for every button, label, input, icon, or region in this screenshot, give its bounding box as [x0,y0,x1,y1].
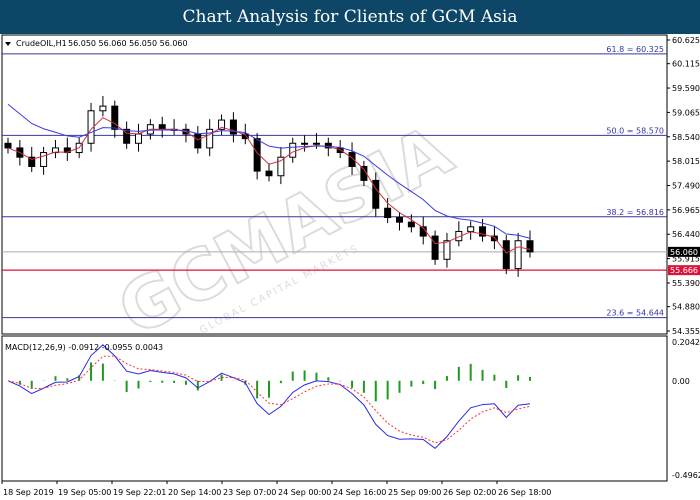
candle-body [312,142,320,145]
current-price-label: 56.060 [670,248,698,257]
candle-body [502,240,510,270]
price-tick-label: 54.355 [672,327,700,336]
candle-body [28,156,36,167]
candle-body [443,240,451,260]
macd-label: MACD(12,26,9) -0.0912 -0.0955 0.0043 [5,343,163,352]
candle-body [407,221,415,228]
main-pane-frame [1,34,668,335]
price-tick-label: 60.115 [672,60,700,69]
time-tick-label: 24 Sep 00:00 [278,488,331,497]
price-tick-label: 58.540 [672,133,700,142]
candle-body [206,128,214,149]
current-price-tag [668,246,700,257]
candle-body [253,138,261,172]
candle-body [111,105,119,130]
candle-body [289,142,297,158]
time-tick-label: 18 Sep 2019 [3,488,54,497]
candle-body [99,105,107,112]
candle-body [277,156,285,177]
moving-average-blue [7,103,531,239]
candle-body [158,124,166,130]
time-tick-label: 19 Sep 22:01 [113,488,166,497]
fibonacci-label: 23.6 = 54.644 [606,309,664,318]
candle-body [218,119,226,130]
price-tick-label: 56.440 [672,230,700,239]
fibonacci-label: 61.8 = 60.325 [606,45,664,54]
time-tick-label: 24 Sep 16:00 [333,488,386,497]
price-tick-label: 56.965 [672,206,700,215]
candle-body [135,133,142,144]
macd-tick-label: 0.00 [672,377,690,386]
fibonacci-label: 38.2 = 56.816 [606,208,664,217]
candle-body [514,240,522,270]
moving-average-red [7,117,531,254]
fibonacci-label: 50.0 = 58.570 [606,126,664,135]
price-tick-label: 55.390 [672,279,700,288]
price-tick-label: 57.490 [672,182,700,191]
ohlc-label: 56.050 56.060 56.050 56.060 [68,39,188,48]
time-tick-label: 20 Sep 14:00 [168,488,221,497]
chart-title: Chart Analysis for Clients of GCM Asia [0,0,700,34]
macd-signal-line [7,355,531,444]
macd-tick-label: 0.2042 [672,338,700,347]
price-tick-label: 58.015 [672,157,700,166]
candle-body [40,152,48,167]
chart-canvas[interactable]: GCMASIA GLOBAL CAPITAL MARKETS 60.62560.… [0,34,700,500]
candle-body [241,133,249,140]
time-tick-label: 23 Sep 07:00 [223,488,276,497]
macd-line [7,344,531,449]
macd-tick-label: -0.4962 [672,471,700,480]
candle-body [372,179,380,209]
candle-body [4,142,12,149]
price-tick-label: 59.065 [672,108,700,117]
candle-body [324,142,332,149]
candle-body [194,133,202,149]
macd-pane-frame [1,335,668,482]
symbol-label: CrudeOIL,H1 [16,39,67,48]
time-tick-label: 26 Sep 18:00 [498,488,551,497]
price-tick-label: 55.915 [672,255,700,264]
price-tick-label: 59.590 [672,84,700,93]
candle-body [265,170,273,177]
candle-body [348,152,356,167]
time-tick-label: 19 Sep 05:00 [58,488,111,497]
candle-body [431,235,439,260]
candle-body [396,217,403,223]
candle-body [384,207,392,219]
support-price-label: 55.666 [670,266,698,275]
candle-body [467,226,475,232]
price-tick-label: 60.625 [672,36,700,45]
time-tick-label: 26 Sep 02:00 [443,488,496,497]
candle-body [455,230,463,242]
candle-body [229,119,237,135]
candle-body [479,226,487,237]
candle-body [526,240,534,253]
candle-body [301,142,309,145]
candle-body [490,235,498,242]
dropdown-arrow-icon[interactable] [5,42,11,46]
time-tick-label: 25 Sep 09:00 [388,488,441,497]
watermark-brand: GCMASIA [105,109,464,352]
candle-body [51,147,59,154]
support-price-tag [668,265,700,276]
candle-body [123,128,131,144]
price-tick-label: 54.880 [672,303,700,312]
